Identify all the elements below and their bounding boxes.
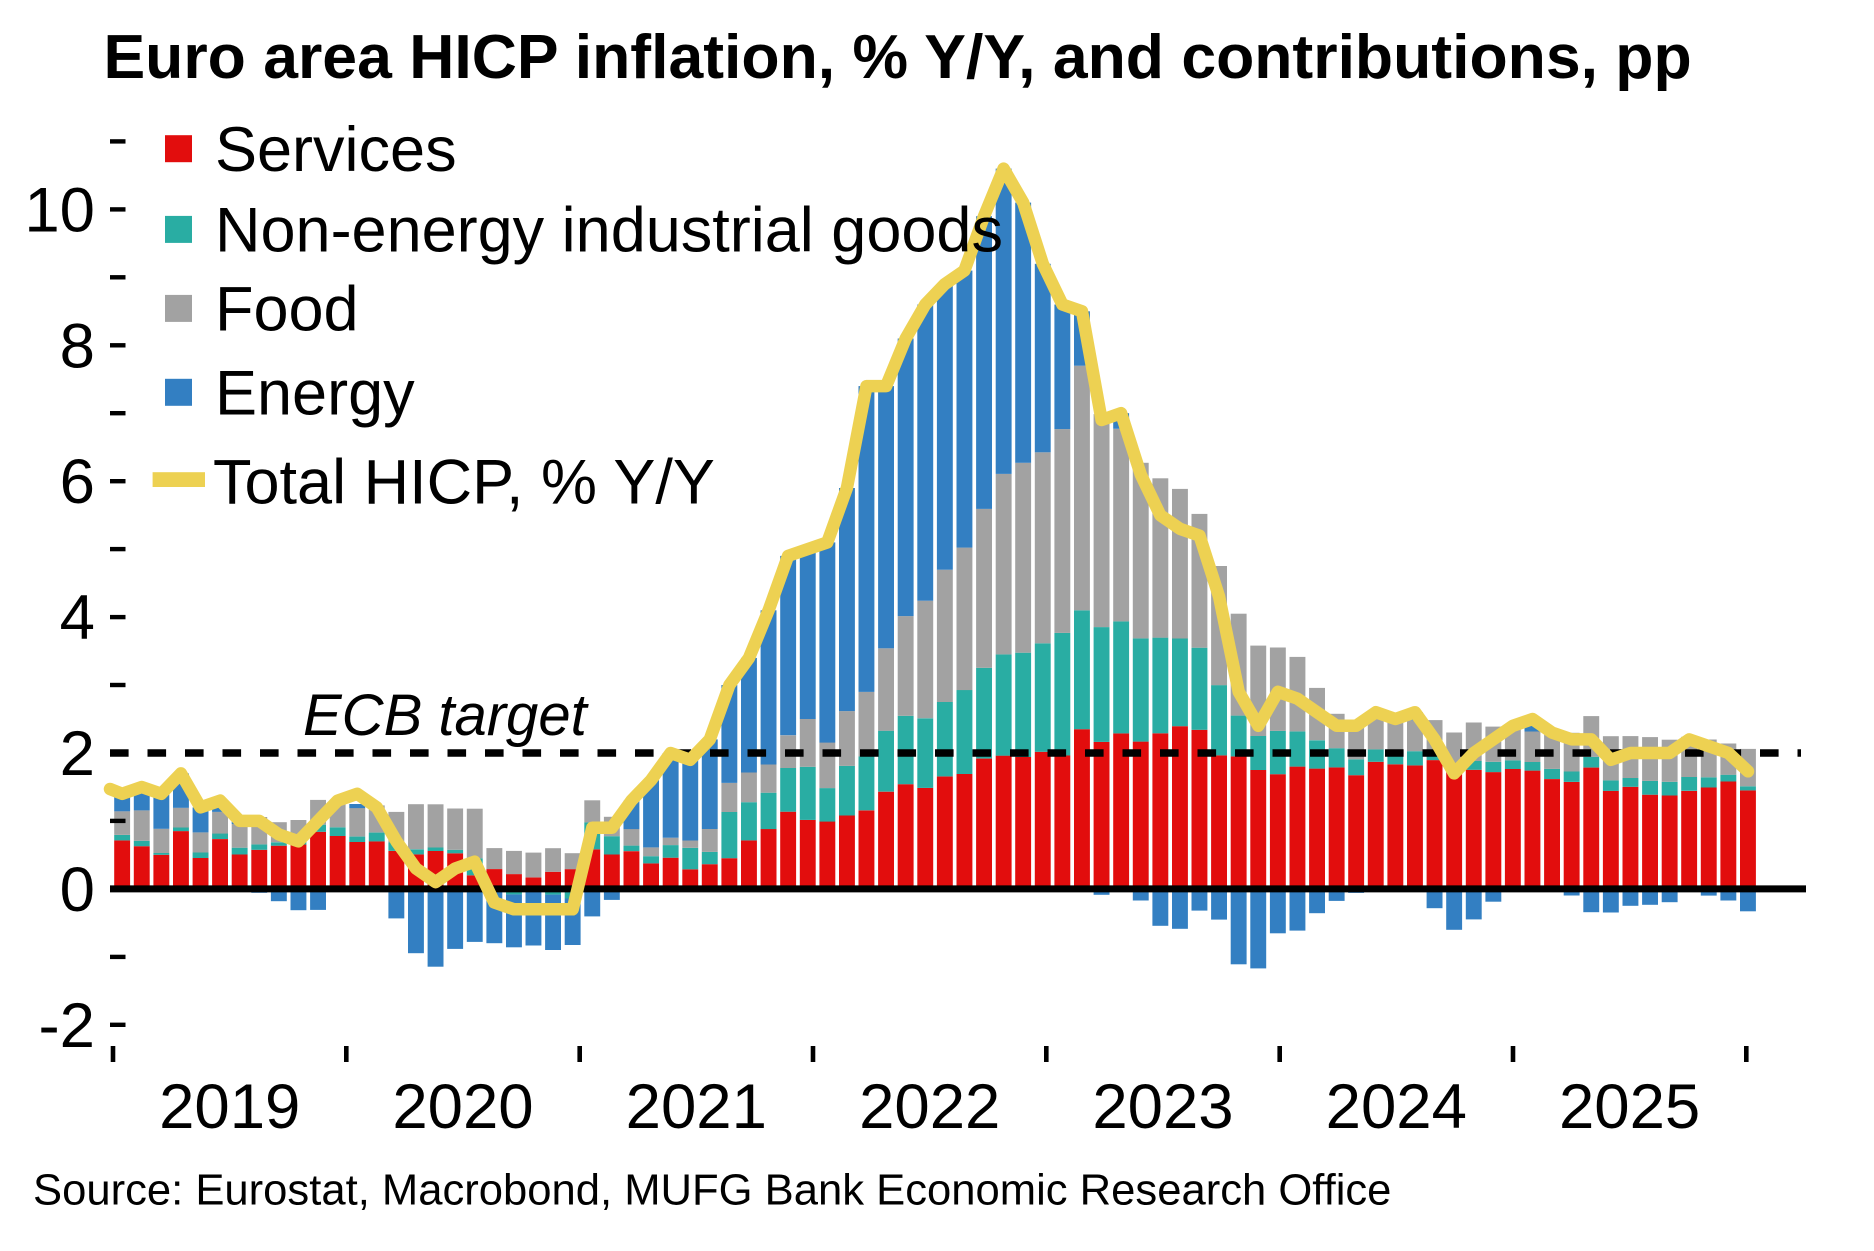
- svg-text:Non-energy industrial goods: Non-energy industrial goods: [215, 196, 1003, 266]
- svg-text:Services: Services: [215, 115, 457, 185]
- svg-text:2: 2: [60, 719, 95, 789]
- svg-text:10: 10: [24, 175, 95, 245]
- svg-text:2023: 2023: [1092, 1072, 1233, 1142]
- svg-text:ECB target: ECB target: [303, 683, 590, 748]
- svg-text:2020: 2020: [392, 1072, 533, 1142]
- svg-text:-2: -2: [39, 991, 95, 1061]
- svg-text:Food: Food: [215, 275, 359, 345]
- svg-text:Euro area HICP inflation, % Y/: Euro area HICP inflation, % Y/Y, and con…: [104, 22, 1692, 92]
- svg-text:4: 4: [60, 583, 95, 653]
- svg-text:2019: 2019: [159, 1072, 300, 1142]
- svg-text:Total HICP, % Y/Y: Total HICP, % Y/Y: [213, 448, 715, 518]
- svg-text:2025: 2025: [1559, 1072, 1700, 1142]
- svg-text:Source: Eurostat, Macrobond, M: Source: Eurostat, Macrobond, MUFG Bank E…: [33, 1167, 1391, 1215]
- svg-text:0: 0: [60, 855, 95, 925]
- svg-text:8: 8: [60, 311, 95, 381]
- svg-text:2021: 2021: [626, 1072, 767, 1142]
- svg-text:Energy: Energy: [215, 359, 415, 429]
- svg-text:2022: 2022: [859, 1072, 1000, 1142]
- svg-text:2024: 2024: [1326, 1072, 1467, 1142]
- svg-text:6: 6: [60, 447, 95, 517]
